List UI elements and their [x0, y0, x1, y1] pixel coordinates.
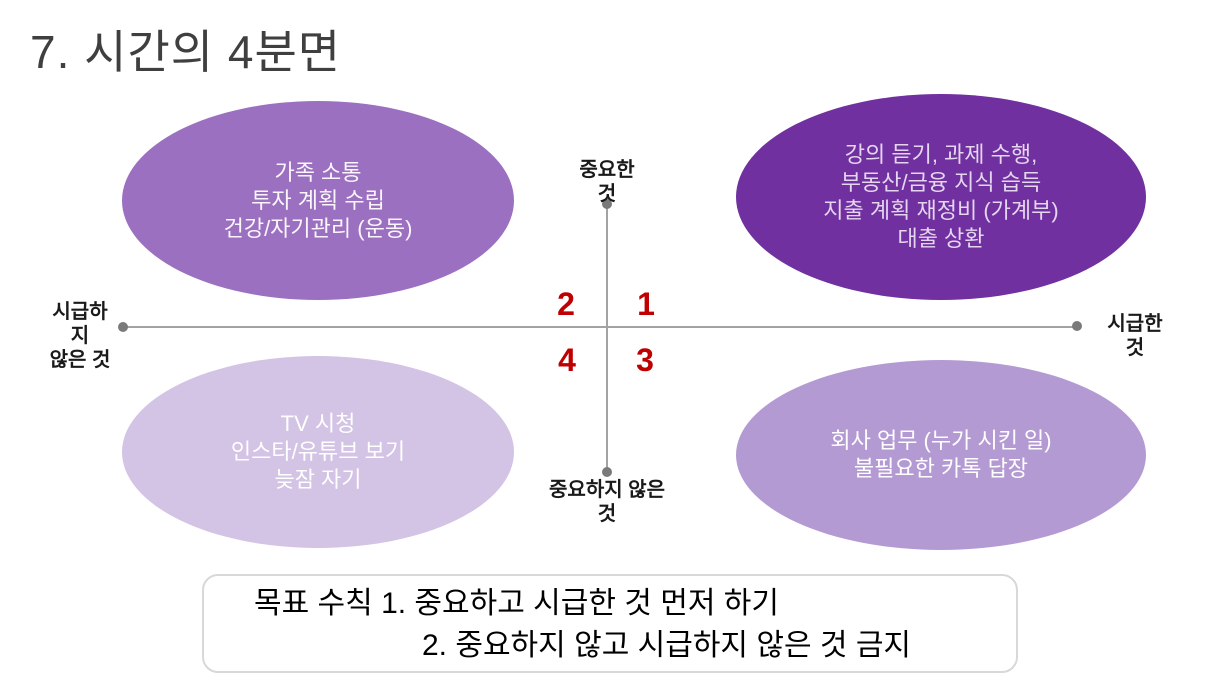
ellipse-not-important-not-urgent: TV 시청 인스타/유튜브 보기 늦잠 자기	[122, 356, 514, 548]
goal-rules-box: 목표 수칙 1. 중요하고 시급한 것 먼저 하기 2. 중요하지 않고 시급하…	[202, 574, 1018, 673]
slide-title: 7. 시간의 4분면	[30, 26, 342, 78]
quadrant-number-1: 1	[637, 286, 655, 322]
axis-endpoint-dot-left	[118, 322, 128, 332]
axis-label-important: 중요한 것	[579, 159, 635, 205]
goal-rule-2: 2. 중요하지 않고 시급하지 않은 것 금지	[422, 629, 912, 662]
axis-endpoint-dot-top	[602, 199, 612, 209]
axis-endpoint-dot-right	[1072, 321, 1082, 331]
axis-endpoint-dot-bottom	[602, 467, 612, 477]
ellipse-important-not-urgent: 가족 소통 투자 계획 수립 건강/자기관리 (운동)	[122, 101, 514, 300]
ellipse-important-urgent: 강의 듣기, 과제 수행, 부동산/금융 지식 습득 지출 계획 재정비 (가계…	[736, 94, 1146, 300]
axis-label-not-important: 중요하지 않은 것	[549, 479, 665, 525]
horizontal-axis-line	[123, 326, 1080, 328]
goal-rule-1: 목표 수칙 1. 중요하고 시급한 것 먼저 하기	[254, 587, 779, 620]
axis-label-not-urgent: 시급하 지 않은 것	[49, 301, 111, 371]
axis-label-urgent: 시급한 것	[1107, 313, 1163, 359]
vertical-axis-line	[606, 204, 608, 473]
quadrant-number-2: 2	[557, 286, 575, 322]
ellipse-not-important-urgent: 회사 업무 (누가 시킨 일) 불필요한 카톡 답장	[736, 360, 1146, 550]
quadrant-number-3: 3	[636, 342, 654, 378]
quadrant-number-4: 4	[558, 342, 576, 378]
